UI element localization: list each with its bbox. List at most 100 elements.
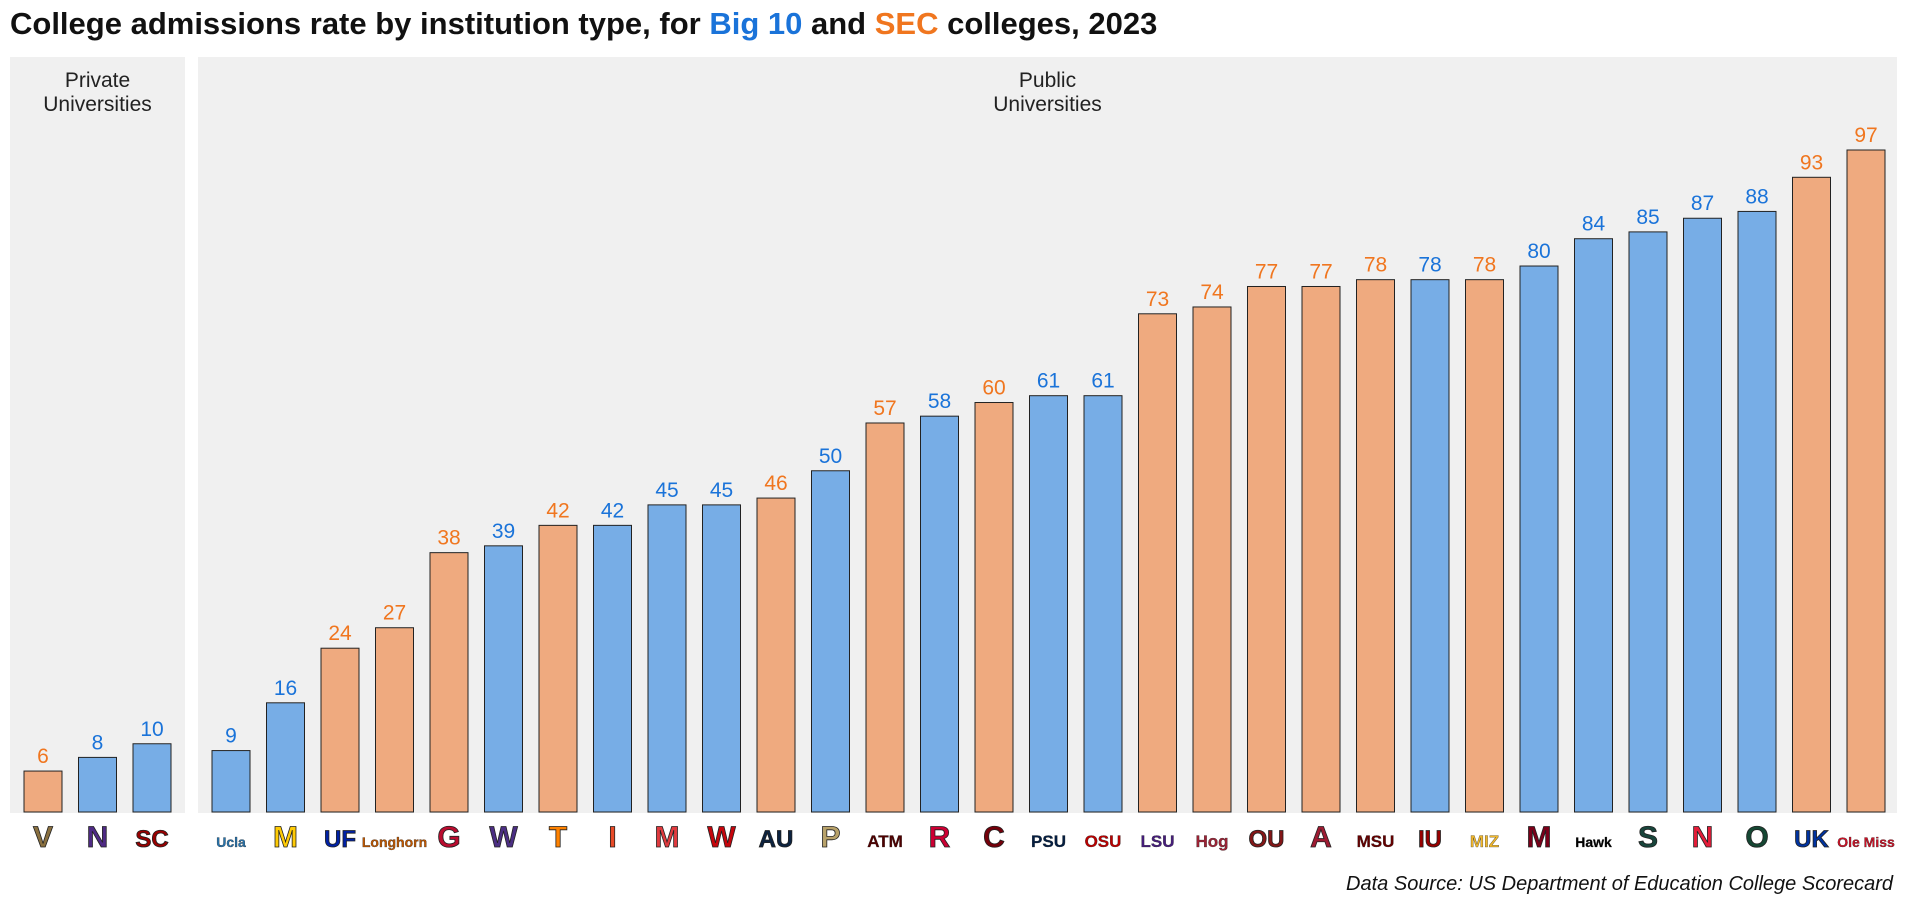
bar-vanderbilt (23, 770, 63, 813)
school-logo-icon: AU (759, 826, 794, 853)
value-label: 88 (1745, 185, 1768, 208)
school-logo-icon: O (1745, 821, 1768, 854)
school-logo-icon: N (87, 821, 109, 854)
bar-northwestern (78, 756, 117, 813)
bar-indiana (1410, 279, 1450, 813)
value-label: 42 (546, 499, 569, 522)
school-logo-icon: OU (1249, 826, 1285, 853)
school-logo-icon: M (655, 821, 680, 854)
value-label: 74 (1200, 281, 1224, 304)
bar-oklahoma (1247, 285, 1286, 813)
bar-ucla (211, 750, 251, 813)
value-label: 42 (601, 499, 624, 522)
title-sec: SEC (874, 6, 939, 41)
school-logo-icon: OSU (1085, 832, 1122, 851)
school-logo-icon: LSU (1141, 832, 1175, 851)
value-label: 38 (437, 527, 460, 550)
value-label: 45 (655, 479, 678, 502)
bar-penn-state (1029, 395, 1068, 813)
school-logo-icon: M (1527, 821, 1552, 854)
bar-iowa (1574, 238, 1613, 813)
school-logo-icon: V (33, 821, 53, 854)
title-suffix: colleges, 2023 (938, 6, 1158, 41)
value-label: 50 (819, 445, 842, 468)
facet-panel (10, 57, 185, 813)
school-logo-icon: W (489, 821, 518, 854)
school-logo-icon: G (437, 821, 460, 854)
school-logo-icon: M (273, 821, 298, 854)
title-prefix: College admissions rate by institution t… (10, 6, 710, 41)
bar-oregon (1737, 210, 1777, 813)
bar-nebraska (1683, 217, 1722, 813)
value-label: 61 (1091, 370, 1114, 393)
school-logo-icon: W (707, 821, 736, 854)
school-logo-icon: P (820, 821, 840, 854)
bar-ole-miss (1846, 149, 1886, 813)
bar-rutgers (920, 415, 959, 813)
school-logo-icon: Ucla (216, 834, 246, 850)
value-label: 85 (1636, 206, 1659, 229)
school-logo-icon: Longhorn (362, 834, 427, 850)
value-label: 78 (1473, 254, 1496, 277)
facet-label: Private Universities (43, 69, 152, 116)
bar-lsu (1138, 313, 1177, 813)
chart-title: College admissions rate by institution t… (10, 6, 1157, 42)
value-label: 78 (1418, 254, 1441, 277)
school-logo-icon: A (1310, 821, 1332, 854)
value-label: 60 (982, 377, 1005, 400)
value-label: 93 (1800, 151, 1823, 174)
value-label: 45 (710, 479, 733, 502)
bar-maryland (647, 504, 687, 813)
school-logo-icon: I (608, 821, 616, 854)
school-logo-icon: R (929, 821, 951, 854)
title-mid: and (802, 6, 875, 41)
value-label: 61 (1037, 370, 1060, 393)
value-label: 80 (1527, 240, 1550, 263)
value-label: 78 (1364, 254, 1387, 277)
bar-washington (484, 545, 523, 813)
title-big10: Big 10 (709, 6, 803, 41)
value-label: 27 (383, 602, 406, 625)
school-logo-icon: Hawk (1575, 834, 1612, 850)
school-logo-icon: Hog (1195, 832, 1228, 851)
bar-usc (132, 743, 172, 813)
bar-minnesota (1519, 265, 1559, 813)
value-label: 39 (492, 520, 515, 543)
bar-wisconsin (702, 504, 741, 813)
value-label: 77 (1255, 260, 1278, 283)
bar-south-carolina (974, 402, 1014, 813)
bar-texas (375, 627, 414, 813)
school-logo-icon: MSU (1357, 832, 1395, 851)
bar-georgia (429, 552, 469, 813)
bar-illinois (593, 524, 632, 813)
bar-missouri (1465, 279, 1504, 813)
value-label: 6 (37, 745, 49, 768)
school-logo-icon: UF (324, 826, 356, 853)
school-logo-icon: T (549, 821, 567, 854)
value-label: 46 (764, 472, 787, 495)
school-logo-icon: C (983, 821, 1005, 854)
school-logo-icon: SC (135, 826, 168, 853)
value-label: 77 (1309, 260, 1332, 283)
value-label: 9 (225, 725, 237, 748)
school-logo-icon: ATM (867, 832, 903, 851)
bar-michigan-state (1628, 231, 1668, 813)
school-logo-icon: S (1638, 821, 1658, 854)
school-logo-icon: MIZ (1470, 832, 1499, 851)
school-logo-icon: IU (1418, 826, 1442, 853)
bar-kentucky (1792, 176, 1831, 813)
value-label: 84 (1582, 213, 1606, 236)
value-label: 58 (928, 390, 951, 413)
bar-michigan (266, 702, 305, 813)
value-label: 73 (1146, 288, 1169, 311)
value-label: 10 (140, 718, 163, 741)
value-label: 24 (328, 622, 352, 645)
facet-label: Public Universities (993, 69, 1102, 116)
bar-mississippi-state (1356, 279, 1395, 813)
bar-auburn (756, 497, 796, 813)
bar-purdue (811, 470, 850, 813)
value-label: 57 (873, 397, 896, 420)
data-source: Data Source: US Department of Education … (1346, 873, 1893, 895)
bar-florida (320, 647, 360, 813)
